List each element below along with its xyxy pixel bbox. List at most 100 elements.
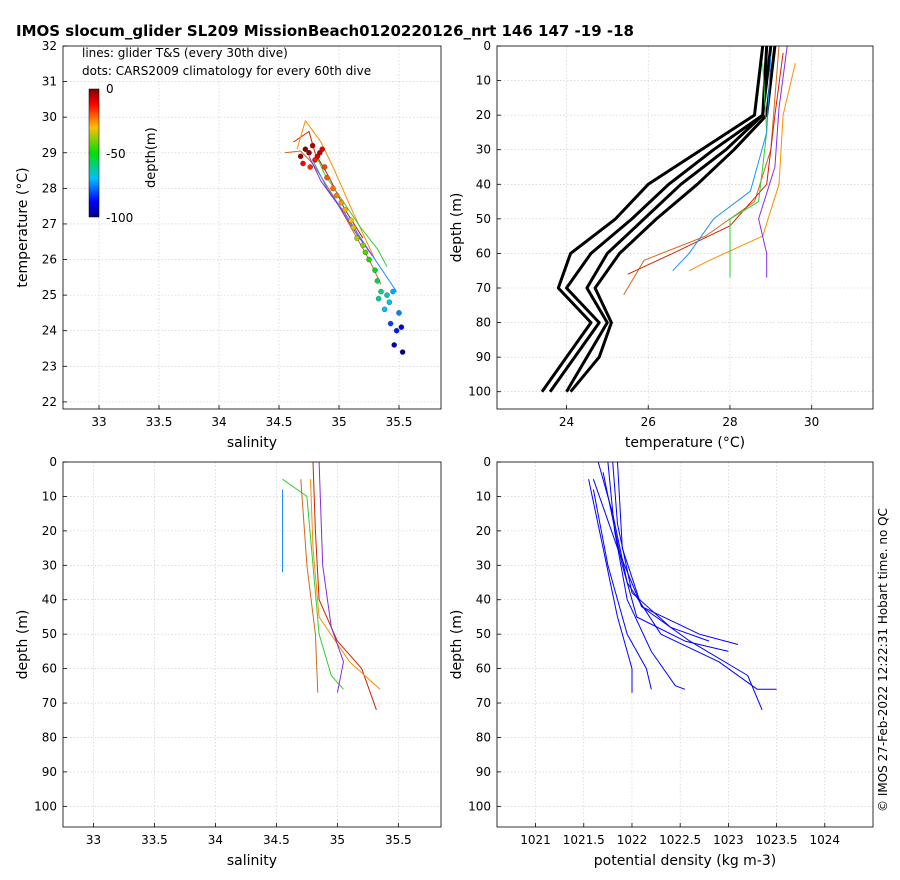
colorbar xyxy=(88,88,100,218)
climatology-point xyxy=(302,146,309,152)
y-tick-label: 26 xyxy=(42,253,57,267)
y-tick-label: 80 xyxy=(42,730,57,744)
panel-temp-depth: 24 26 28 30 0 10 20 30 40 50 60 70 80 90 100 temperatur… xyxy=(449,39,874,451)
climatology-point xyxy=(381,306,388,313)
y-tick-label: 40 xyxy=(42,593,57,607)
glider-profile xyxy=(300,479,319,693)
y-tick-label: 100 xyxy=(468,799,491,813)
glider-profile xyxy=(282,478,344,690)
climatology-point xyxy=(396,310,402,316)
y-tick-label: 27 xyxy=(42,217,57,231)
climatology-point xyxy=(354,235,360,241)
x-tick-label: 30 xyxy=(804,415,819,429)
legend-line-1: lines: glider T&S (every 30th dive) xyxy=(82,46,288,60)
y-tick-label: 20 xyxy=(476,108,491,122)
y-tick-label: 60 xyxy=(42,662,57,676)
x-tick-label: 35.5 xyxy=(385,833,412,847)
x-tick-label: 1022 xyxy=(617,833,648,847)
y-tick-label: 10 xyxy=(42,489,57,503)
x-tick-label: 33.5 xyxy=(146,415,173,429)
climatology-point xyxy=(384,292,390,298)
plot-area xyxy=(284,120,406,355)
y-tick-label: 23 xyxy=(42,359,57,373)
y-tick-label: 10 xyxy=(476,74,491,88)
glider-profile xyxy=(729,63,768,278)
y-tick-label: 31 xyxy=(42,75,57,89)
climatology-point xyxy=(362,249,369,256)
glider-profile xyxy=(592,479,763,711)
colorbar-label: depth(m) xyxy=(144,127,159,188)
climatology-point xyxy=(372,267,378,273)
y-tick-label: 80 xyxy=(476,316,491,330)
x-tick-label: 1021.5 xyxy=(563,833,605,847)
climatology-point xyxy=(387,320,394,327)
climatology-point xyxy=(312,157,318,163)
y-tick-label: 40 xyxy=(476,177,491,191)
glider-profile xyxy=(310,479,381,690)
figure-title: IMOS slocum_glider SL209 MissionBeach012… xyxy=(16,22,634,40)
glider-profile xyxy=(592,489,652,690)
climatology-point xyxy=(398,324,405,330)
y-tick-label: 100 xyxy=(34,799,57,813)
y-tick-label: 0 xyxy=(49,455,57,469)
axes-frame xyxy=(496,45,874,410)
axes-frame xyxy=(62,461,442,828)
x-tick-label: 33.5 xyxy=(141,833,168,847)
x-tick-label: 28 xyxy=(722,415,737,429)
climatology-point xyxy=(360,242,366,249)
climatology-profile xyxy=(565,46,773,393)
y-tick-label: 50 xyxy=(476,627,491,641)
y-tick-label: 22 xyxy=(42,395,57,409)
climatology-point xyxy=(399,349,406,355)
x-tick-label: 34.5 xyxy=(266,415,293,429)
panel-ts: 33 33.5 34 34.5 35 35.5 22 23 24 25 26 27 28 29 30 31 32… xyxy=(15,39,442,451)
climatology-point xyxy=(342,206,348,213)
climatology-profile xyxy=(540,46,765,393)
y-axis-label: depth (m) xyxy=(449,610,465,680)
x-axis-label: salinity xyxy=(227,853,277,869)
y-tick-label: 100 xyxy=(468,385,491,399)
climatology-point xyxy=(307,164,313,170)
glider-profile xyxy=(627,52,784,275)
glider-ts-line xyxy=(293,130,364,239)
y-tick-label: 20 xyxy=(42,524,57,538)
climatology-point xyxy=(378,288,384,295)
y-tick-label: 25 xyxy=(42,288,57,302)
x-tick-label: 34.5 xyxy=(263,833,290,847)
plot-area xyxy=(282,462,381,711)
y-tick-label: 20 xyxy=(476,524,491,538)
x-tick-label: 1024 xyxy=(810,833,841,847)
y-tick-label: 30 xyxy=(476,558,491,572)
colorbar-tick-label: -100 xyxy=(106,211,133,225)
y-tick-label: 90 xyxy=(42,765,57,779)
x-axis-label: temperature (°C) xyxy=(625,435,745,451)
plot-area xyxy=(588,462,777,711)
x-tick-label: 35 xyxy=(330,833,345,847)
y-tick-label: 60 xyxy=(476,246,491,260)
y-tick-label: 80 xyxy=(476,730,491,744)
y-tick-label: 90 xyxy=(476,765,491,779)
y-tick-label: 0 xyxy=(483,39,491,53)
climatology-point xyxy=(297,153,304,160)
glider-profile xyxy=(318,462,344,693)
glider-profile xyxy=(602,472,729,652)
glider-ts-line xyxy=(308,156,374,257)
x-tick-label: 34 xyxy=(208,833,223,847)
plot-area xyxy=(540,46,796,393)
climatology-point xyxy=(386,299,393,305)
glider-profile xyxy=(312,462,377,711)
climatology-point xyxy=(348,217,354,224)
axes-frame xyxy=(496,461,874,828)
y-axis-label: temperature (°C) xyxy=(15,167,31,287)
glider-ts-line xyxy=(314,152,388,267)
x-tick-label: 1021 xyxy=(520,833,551,847)
colorbar-tick-label: 0 xyxy=(106,82,114,96)
x-tick-label: 35 xyxy=(331,415,346,429)
climatology-point xyxy=(317,150,323,156)
y-tick-label: 50 xyxy=(476,212,491,226)
glider-profile xyxy=(612,462,710,642)
glider-profile xyxy=(623,46,780,296)
x-axis-label: potential density (kg m-3) xyxy=(594,853,776,869)
climatology-profile xyxy=(548,46,769,393)
